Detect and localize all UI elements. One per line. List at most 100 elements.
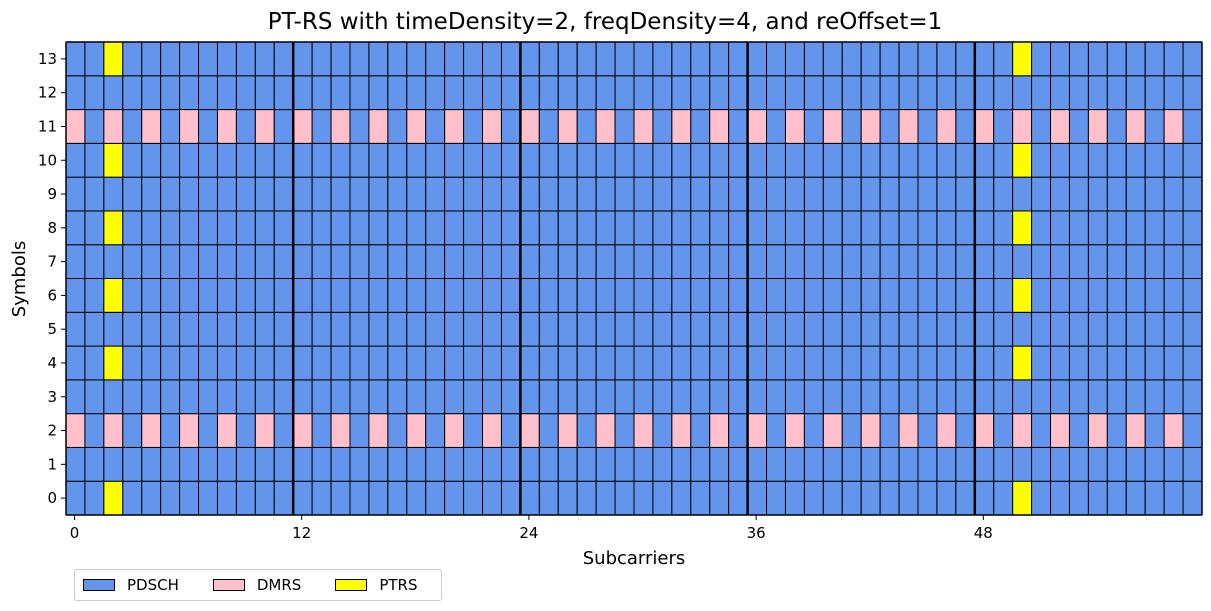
cell-pdsch-sym1-sc19 — [425, 446, 446, 482]
cell-pdsch-sym13-sc46 — [936, 41, 957, 77]
cell-ptrs-sym0-sc2 — [103, 480, 124, 516]
cell-dmrs-sym11-sc34 — [709, 109, 730, 144]
cell-pdsch-sym6-sc59 — [1182, 278, 1203, 313]
cell-pdsch-sym1-sc16 — [368, 446, 389, 482]
cell-pdsch-sym4-sc45 — [917, 345, 938, 381]
cell-pdsch-sym10-sc5 — [160, 142, 181, 178]
cell-pdsch-sym4-sc11 — [273, 345, 294, 381]
cell-pdsch-sym4-sc0 — [65, 345, 86, 381]
cell-pdsch-sym9-sc32 — [671, 176, 692, 212]
cell-pdsch-sym0-sc36 — [747, 480, 768, 516]
cell-pdsch-sym10-sc39 — [803, 142, 824, 178]
cell-dmrs-sym11-sc12 — [292, 109, 313, 144]
cell-pdsch-sym3-sc19 — [425, 379, 446, 415]
cell-pdsch-sym12-sc39 — [803, 75, 824, 111]
cell-pdsch-sym0-sc15 — [349, 480, 370, 516]
cell-pdsch-sym3-sc17 — [387, 379, 408, 415]
cell-pdsch-sym3-sc3 — [122, 379, 143, 415]
cell-pdsch-sym11-sc25 — [538, 109, 559, 144]
cell-pdsch-sym0-sc34 — [709, 480, 730, 516]
cell-pdsch-sym5-sc50 — [1012, 311, 1033, 347]
cell-pdsch-sym1-sc1 — [84, 446, 105, 482]
legend-item-dmrs: DMRS — [212, 576, 301, 594]
cell-pdsch-sym11-sc15 — [349, 109, 370, 144]
cell-pdsch-sym2-sc29 — [614, 413, 635, 448]
cell-pdsch-sym4-sc43 — [879, 345, 900, 381]
cell-pdsch-sym5-sc7 — [198, 311, 218, 347]
cell-pdsch-sym12-sc29 — [614, 75, 635, 111]
cell-dmrs-sym2-sc36 — [747, 413, 768, 448]
cell-pdsch-sym0-sc55 — [1106, 480, 1127, 516]
cell-pdsch-sym12-sc13 — [311, 75, 332, 111]
cell-pdsch-sym12-sc52 — [1050, 75, 1070, 111]
cell-pdsch-sym4-sc51 — [1031, 345, 1052, 381]
cell-pdsch-sym12-sc8 — [216, 75, 237, 111]
cell-dmrs-sym2-sc56 — [1125, 413, 1146, 448]
cell-dmrs-sym2-sc18 — [406, 413, 427, 448]
cell-pdsch-sym8-sc56 — [1125, 210, 1146, 246]
cell-pdsch-sym12-sc10 — [254, 75, 275, 111]
cell-pdsch-sym11-sc7 — [198, 109, 218, 144]
cell-pdsch-sym9-sc28 — [595, 176, 616, 212]
cell-pdsch-sym8-sc32 — [671, 210, 692, 246]
cell-pdsch-sym3-sc16 — [368, 379, 389, 415]
cell-pdsch-sym10-sc55 — [1106, 142, 1127, 178]
cell-dmrs-sym2-sc6 — [179, 413, 200, 448]
cell-pdsch-sym1-sc5 — [160, 446, 181, 482]
cell-pdsch-sym13-sc59 — [1182, 41, 1203, 77]
cell-pdsch-sym4-sc52 — [1050, 345, 1070, 381]
cell-pdsch-sym3-sc54 — [1087, 379, 1108, 415]
cell-pdsch-sym6-sc34 — [709, 278, 730, 313]
rb-boundaries — [291, 42, 977, 515]
cell-pdsch-sym5-sc30 — [633, 311, 654, 347]
cell-pdsch-sym10-sc28 — [595, 142, 616, 178]
cell-pdsch-sym0-sc29 — [614, 480, 635, 516]
cell-pdsch-sym2-sc23 — [500, 413, 521, 448]
cell-pdsch-sym3-sc52 — [1050, 379, 1070, 415]
cell-pdsch-sym3-sc15 — [349, 379, 370, 415]
cell-pdsch-sym0-sc46 — [936, 480, 957, 516]
cell-pdsch-sym9-sc46 — [936, 176, 957, 212]
cell-pdsch-sym10-sc45 — [917, 142, 938, 178]
cell-pdsch-sym6-sc27 — [576, 278, 597, 313]
x-tick-label: 36 — [747, 524, 766, 542]
cell-pdsch-sym11-sc51 — [1031, 109, 1052, 144]
cell-dmrs-sym11-sc22 — [482, 109, 502, 144]
cell-pdsch-sym6-sc58 — [1163, 278, 1184, 313]
cell-pdsch-sym6-sc12 — [292, 278, 313, 313]
cell-ptrs-sym8-sc50 — [1012, 210, 1033, 246]
cell-pdsch-sym3-sc41 — [841, 379, 862, 415]
cell-dmrs-sym11-sc6 — [179, 109, 200, 144]
cell-pdsch-sym13-sc37 — [766, 41, 786, 77]
cell-pdsch-sym3-sc43 — [879, 379, 900, 415]
cell-dmrs-sym11-sc52 — [1050, 109, 1070, 144]
cell-pdsch-sym12-sc40 — [822, 75, 843, 111]
cell-pdsch-sym13-sc28 — [595, 41, 616, 77]
cell-pdsch-sym8-sc16 — [368, 210, 389, 246]
cell-pdsch-sym13-sc44 — [898, 41, 919, 77]
cell-pdsch-sym3-sc44 — [898, 379, 919, 415]
x-tick-label: 48 — [974, 524, 993, 542]
y-axis-label: Symbols — [9, 241, 30, 317]
cell-pdsch-sym4-sc47 — [955, 345, 976, 381]
cell-pdsch-sym8-sc46 — [936, 210, 957, 246]
cell-pdsch-sym3-sc59 — [1182, 379, 1203, 415]
cell-pdsch-sym12-sc44 — [898, 75, 919, 111]
cell-pdsch-sym6-sc18 — [406, 278, 427, 313]
cell-pdsch-sym3-sc29 — [614, 379, 635, 415]
cell-pdsch-sym0-sc13 — [311, 480, 332, 516]
cell-pdsch-sym2-sc45 — [917, 413, 938, 448]
cell-dmrs-sym11-sc0 — [65, 109, 86, 144]
cell-pdsch-sym0-sc3 — [122, 480, 143, 516]
y-tick-label: 12 — [38, 84, 57, 102]
cell-pdsch-sym5-sc59 — [1182, 311, 1203, 347]
cell-pdsch-sym3-sc45 — [917, 379, 938, 415]
legend-swatch-pdsch — [83, 579, 115, 591]
cell-pdsch-sym12-sc32 — [671, 75, 692, 111]
cell-pdsch-sym8-sc29 — [614, 210, 635, 246]
legend-item-pdsch: PDSCH — [83, 576, 179, 594]
cell-pdsch-sym6-sc13 — [311, 278, 332, 313]
cell-pdsch-sym4-sc48 — [974, 345, 995, 381]
cell-pdsch-sym3-sc38 — [784, 379, 805, 415]
cell-pdsch-sym2-sc39 — [803, 413, 824, 448]
